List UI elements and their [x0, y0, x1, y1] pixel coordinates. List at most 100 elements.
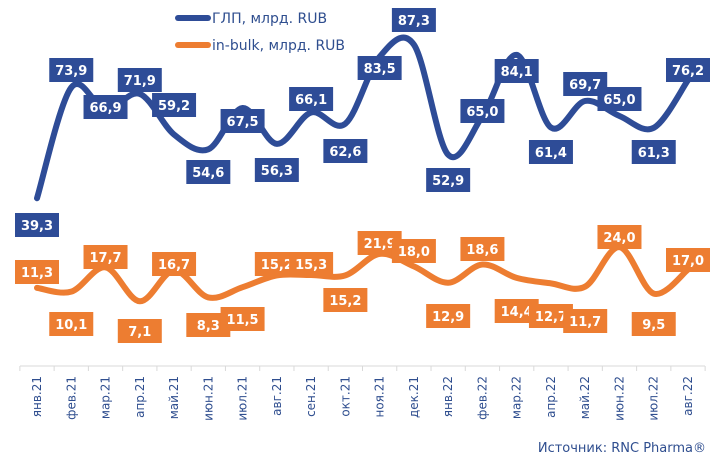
data-label-box — [49, 312, 94, 336]
data-label-glp: 87,3 — [391, 8, 436, 45]
data-label-text: 21,9 — [364, 237, 396, 252]
data-label-box — [631, 140, 676, 164]
data-label-glp: 67,5 — [220, 107, 265, 133]
data-label-box — [631, 312, 676, 336]
x-tick-label: июл.22 — [647, 376, 661, 421]
data-label-box — [289, 252, 334, 276]
data-label-box — [220, 307, 265, 331]
data-label-text: 62,6 — [329, 145, 361, 160]
data-label-box — [15, 213, 59, 237]
x-tick-label: окт.21 — [338, 376, 352, 417]
data-label-glp: 61,3 — [631, 127, 676, 164]
data-label-glp: 65,0 — [597, 87, 642, 117]
x-tick-label: янв.21 — [30, 376, 44, 417]
data-label-text: 10,1 — [55, 318, 87, 333]
data-label-text: 16,7 — [158, 258, 190, 273]
data-label-box — [460, 237, 505, 261]
data-label-inbulk: 10,1 — [49, 291, 94, 336]
data-label-inbulk: 18,6 — [460, 237, 505, 265]
data-label-inbulk: 21,9 — [357, 231, 402, 255]
x-tick-label: июн.22 — [612, 376, 626, 421]
data-label-box — [666, 248, 710, 272]
data-label-text: 15,2 — [261, 258, 293, 273]
data-label-text: 15,3 — [295, 258, 327, 273]
data-label-box — [323, 288, 368, 312]
data-label-glp: 61,4 — [528, 127, 573, 164]
data-label-glp: 73,9 — [49, 58, 94, 88]
x-tick-label: фев.21 — [64, 376, 78, 420]
data-label-text: 18,6 — [466, 243, 498, 258]
data-label-box — [460, 99, 505, 123]
data-label-inbulk: 16,7 — [152, 252, 197, 276]
data-label-box — [117, 68, 162, 92]
x-tick-label: апр.21 — [133, 376, 147, 418]
data-label-text: 12,9 — [432, 310, 464, 325]
data-label-text: 69,7 — [569, 78, 601, 93]
x-tick-label: янв.22 — [441, 376, 455, 417]
data-label-glp: 59,2 — [152, 93, 197, 135]
data-label-inbulk: 18,0 — [391, 239, 436, 267]
data-label-text: 73,9 — [55, 64, 87, 79]
data-label-inbulk: 15,3 — [289, 252, 334, 276]
data-label-box — [117, 319, 162, 343]
legend: ГЛП, млрд. RUB in-bulk, млрд. RUB — [175, 11, 345, 54]
x-tick-label: апр.22 — [544, 376, 558, 418]
data-label-box — [597, 87, 642, 111]
data-label-box — [528, 140, 573, 164]
data-label-glp: 62,6 — [323, 123, 368, 163]
data-label-text: 65,0 — [603, 93, 635, 108]
data-label-box — [83, 245, 128, 269]
data-label-glp: 66,9 — [83, 95, 128, 119]
data-label-text: 17,7 — [89, 251, 121, 266]
x-tick-label: май.21 — [167, 376, 181, 419]
data-label-box — [254, 158, 299, 182]
data-label-box — [391, 8, 436, 32]
data-label-box — [597, 225, 642, 249]
data-label-text: 59,2 — [158, 99, 190, 114]
data-label-glp: 39,3 — [15, 198, 59, 237]
data-label-inbulk: 7,1 — [117, 301, 162, 343]
data-label-text: 87,3 — [398, 14, 430, 29]
data-label-text: 15,2 — [329, 294, 361, 309]
data-label-text: 71,9 — [124, 74, 156, 89]
data-label-glp: 84,1 — [494, 54, 539, 83]
data-label-box — [152, 252, 197, 276]
data-label-text: 83,5 — [364, 62, 396, 77]
data-label-box — [357, 56, 402, 80]
data-label-box — [15, 260, 59, 284]
data-label-box — [220, 109, 265, 133]
data-label-inbulk: 11,7 — [563, 286, 608, 333]
data-label-inbulk: 12,9 — [426, 282, 471, 328]
data-label-box — [152, 93, 197, 117]
data-label-text: 61,3 — [638, 146, 670, 161]
x-tick-label: мар.22 — [510, 376, 524, 419]
data-label-inbulk: 11,5 — [220, 287, 265, 331]
data-label-text: 66,1 — [295, 93, 327, 108]
data-label-text: 67,5 — [227, 115, 259, 130]
data-label-glp: 65,0 — [460, 99, 505, 123]
x-tick-label: авг.21 — [270, 376, 284, 416]
x-tick-label: ноя.21 — [373, 376, 387, 418]
x-tick-label: фев.22 — [475, 376, 489, 420]
data-label-text: 9,5 — [642, 318, 665, 333]
data-label-text: 8,3 — [197, 319, 220, 334]
data-label-text: 18,0 — [398, 245, 430, 260]
data-label-text: 61,4 — [535, 146, 567, 161]
x-tick-label: июн.21 — [201, 376, 215, 421]
data-label-text: 54,6 — [192, 166, 224, 181]
x-tick-label: май.22 — [578, 376, 592, 419]
data-label-text: 76,2 — [672, 64, 704, 79]
data-label-text: 84,1 — [501, 65, 533, 80]
data-label-glp: 71,9 — [117, 68, 162, 95]
data-label-inbulk: 9,5 — [631, 293, 676, 336]
data-label-text: 52,9 — [432, 174, 464, 189]
data-label-inbulk: 17,7 — [83, 245, 128, 269]
data-label-glp: 54,6 — [186, 149, 231, 184]
data-label-glp: 56,3 — [254, 143, 299, 182]
x-tick-label: июл.21 — [236, 376, 250, 421]
data-label-box — [666, 58, 710, 82]
data-label-text: 11,7 — [569, 315, 601, 330]
data-label-text: 7,1 — [128, 325, 151, 340]
data-label-box — [83, 95, 128, 119]
